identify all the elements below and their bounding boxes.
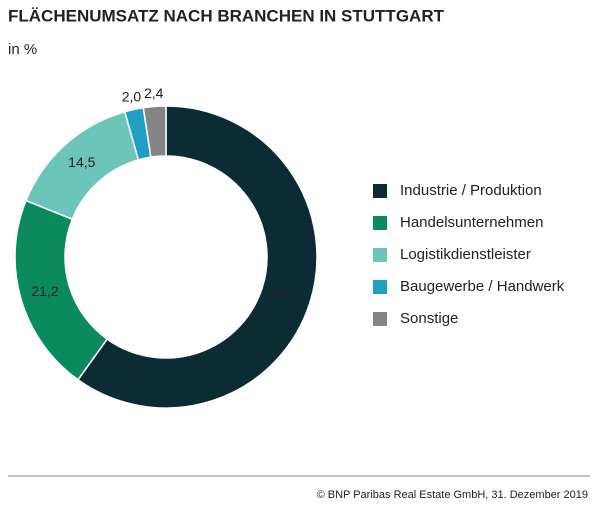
legend-label: Handelsunternehmen: [400, 214, 543, 231]
data-label: 21,2: [31, 283, 58, 299]
donut-segment: [14, 199, 109, 381]
data-label: 2,4: [144, 85, 164, 101]
legend-swatch: [373, 280, 387, 294]
legend-swatch: [373, 184, 387, 198]
legend-label: Logistikdienstleister: [400, 246, 531, 263]
legend-swatch: [373, 248, 387, 262]
chart-subtitle: in %: [8, 41, 37, 58]
source: © BNP Paribas Real Estate GmbH, 31. Deze…: [317, 489, 588, 501]
legend-swatch: [373, 312, 387, 326]
donut-segment: [76, 105, 318, 409]
donut-segment: [142, 105, 167, 159]
legend-label: Industrie / Produktion: [400, 182, 542, 199]
legend-label: Sonstige: [400, 310, 458, 327]
legend-swatch: [373, 216, 387, 230]
chart-title: FLÄCHENUMSATZ NACH BRANCHEN IN STUTTGART: [8, 6, 445, 25]
data-label: 2,0: [122, 88, 142, 104]
data-label: 14,5: [68, 154, 95, 170]
data-label: 59,9: [272, 286, 299, 302]
legend-label: Baugewerbe / Handwerk: [400, 278, 565, 295]
